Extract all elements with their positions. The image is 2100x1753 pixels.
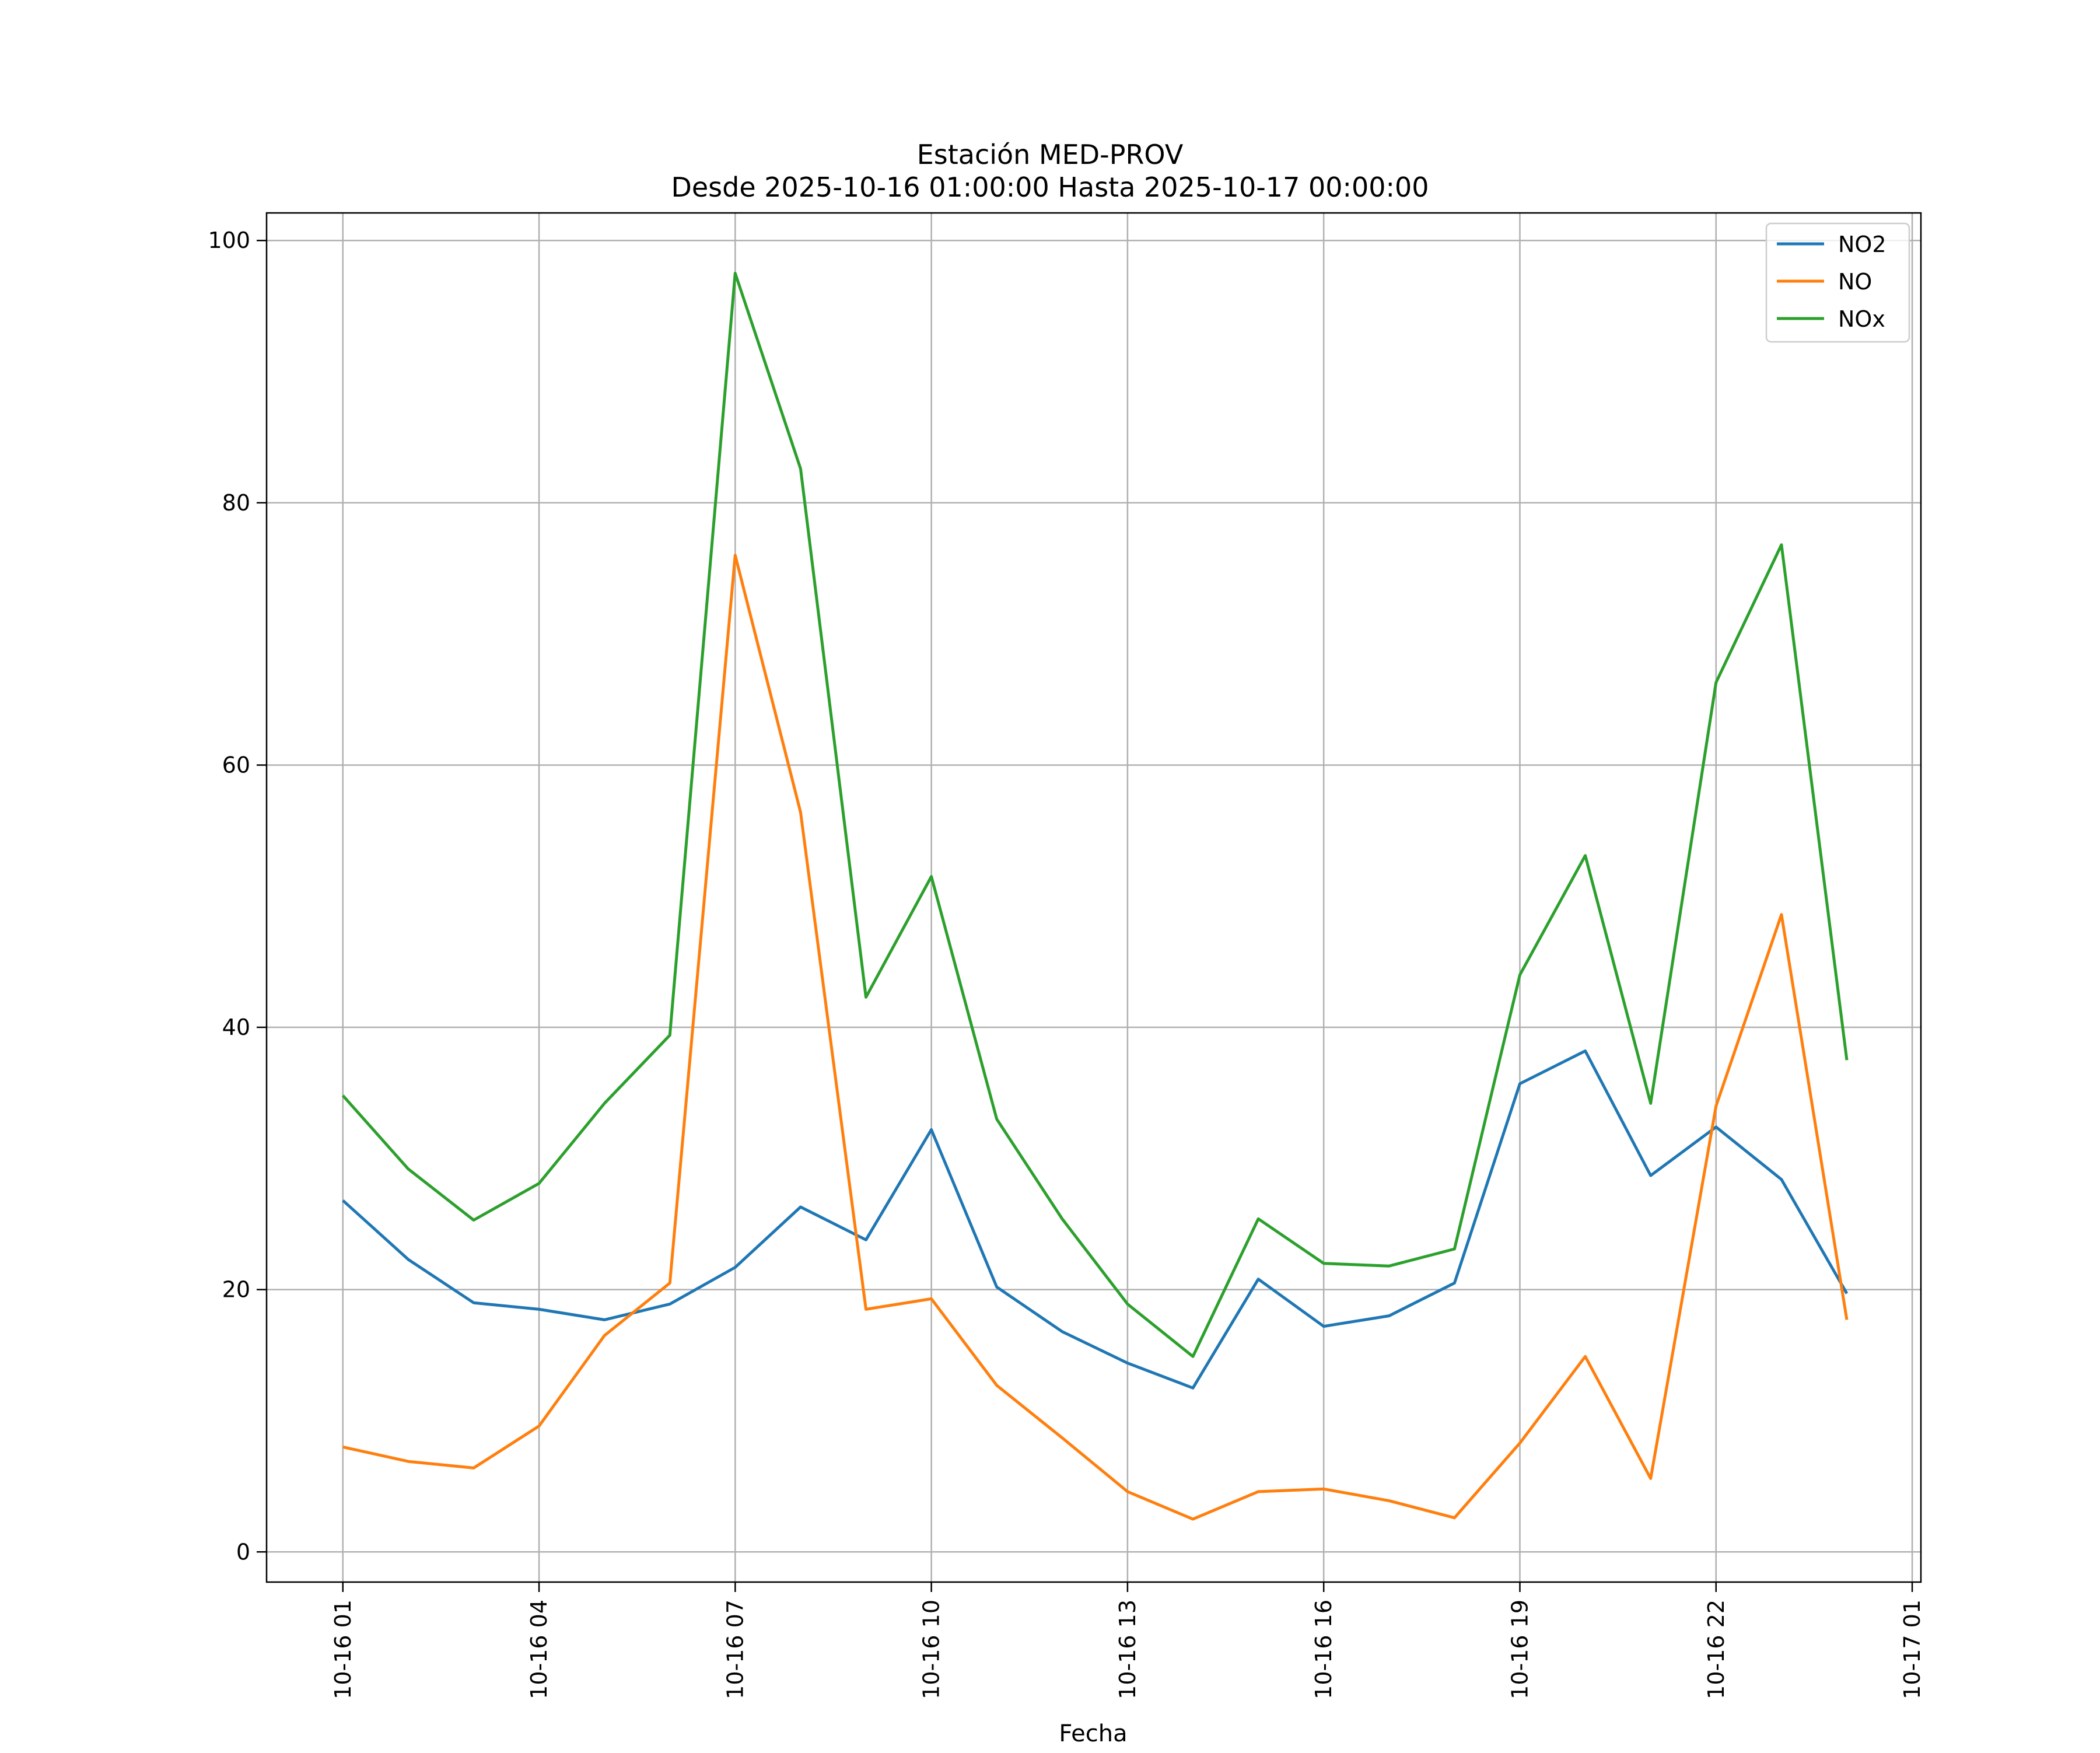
axes: 10-16 01 10-16 04 10-16 07 10-16 10 10-16 13…: [208, 212, 1925, 1699]
x-tick-label: 10-16 16: [1311, 1600, 1336, 1699]
legend-label-nox: NOx: [1838, 306, 1885, 332]
y-tick-label: 80: [222, 490, 250, 516]
y-tick-label: 20: [222, 1277, 250, 1303]
series-line-no: [342, 554, 1849, 1521]
x-tick-label: 10-16 13: [1115, 1600, 1140, 1699]
plot-frame: [265, 212, 1922, 1583]
y-tick-label: 0: [236, 1539, 250, 1565]
series-line-no2: [342, 1049, 1849, 1390]
x-tick-label: 10-17 01: [1899, 1600, 1925, 1699]
x-tick-label: 10-16 07: [722, 1600, 748, 1699]
series-layer: [341, 271, 1849, 1521]
chart-subtitle: Desde 2025-10-16 01:00:00 Hasta 2025-10-…: [671, 172, 1429, 203]
legend: NO2 NO NOx: [1765, 222, 1910, 343]
chart-title: Estación MED-PROV: [917, 139, 1184, 170]
legend-label-no2: NO2: [1838, 232, 1887, 257]
x-tick-label: 10-16 01: [330, 1600, 356, 1699]
y-tick-label: 100: [208, 228, 250, 253]
grid: [267, 213, 1921, 1582]
series-line-nox: [341, 271, 1849, 1358]
x-axis-label: Fecha: [1059, 1720, 1127, 1747]
x-tick-label: 10-16 22: [1703, 1600, 1729, 1699]
legend-box: [1765, 222, 1910, 343]
x-tick-label: 10-16 04: [526, 1600, 552, 1699]
y-tick-label: 60: [222, 752, 250, 778]
y-tick-label: 40: [222, 1014, 250, 1040]
x-tick-label: 10-16 19: [1507, 1600, 1532, 1699]
x-tick-label: 10-16 10: [919, 1600, 944, 1699]
legend-label-no: NO: [1838, 269, 1872, 295]
